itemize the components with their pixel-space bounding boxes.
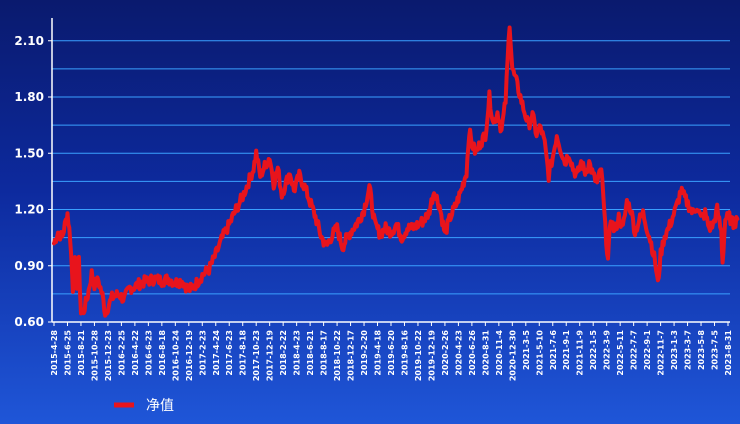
x-tick-label: 2018-12-17 xyxy=(347,330,356,381)
x-tick-label: 2016-8-18 xyxy=(158,330,167,376)
x-tick-label: 2022-5-11 xyxy=(616,330,625,376)
x-tick-label: 2015-8-21 xyxy=(77,330,86,376)
x-tick-label: 2019-4-18 xyxy=(374,330,383,376)
x-tick-label: 2016-6-23 xyxy=(144,330,153,376)
axes xyxy=(51,18,730,323)
grid xyxy=(52,40,730,323)
x-tick-label: 2023-1-3 xyxy=(670,330,679,370)
x-tick-label: 2019-10-22 xyxy=(414,330,423,381)
x-tick-label: 2019-6-20 xyxy=(387,330,396,376)
x-tick-label: 2017-12-19 xyxy=(266,330,275,382)
x-tick-label: 2018-8-17 xyxy=(320,330,329,376)
x-tick-label: 2023-5-8 xyxy=(697,330,706,370)
x-tick-label: 2015-6-25 xyxy=(63,330,72,376)
series-line xyxy=(52,25,740,318)
y-tick-label: 1.50 xyxy=(14,146,44,160)
x-tick-label: 2020-12-30 xyxy=(508,330,517,382)
x-tick-label: 2016-2-25 xyxy=(117,330,126,376)
x-tick-label: 2018-6-21 xyxy=(306,330,315,376)
x-tick-label: 2021-7-6 xyxy=(549,330,558,370)
x-tick-label: 2016-10-24 xyxy=(171,330,180,382)
x-tick-label: 2021-3-5 xyxy=(522,330,531,370)
x-tick-label: 2020-8-31 xyxy=(481,330,490,376)
legend-label: 净值 xyxy=(146,398,174,414)
x-tick-label: 2018-2-22 xyxy=(279,330,288,376)
y-axis-ticks: 0.60 0.90 1.20 1.50 1.80 2.10 xyxy=(14,34,52,329)
x-tick-label: 2019-12-19 xyxy=(427,330,436,382)
x-tick-label: 2016-4-22 xyxy=(131,330,140,376)
x-tick-label: 2018-4-23 xyxy=(293,330,302,376)
x-tick-label: 2015-4-28 xyxy=(50,330,59,376)
y-tick-label: 1.80 xyxy=(14,90,44,104)
x-tick-label: 2018-10-22 xyxy=(333,330,342,381)
x-tick-label: 2023-8-31 xyxy=(724,330,733,376)
x-tick-label: 2015-10-28 xyxy=(90,330,99,382)
x-tick-label: 2017-10-23 xyxy=(252,330,261,381)
x-tick-label: 2019-8-16 xyxy=(400,330,409,376)
x-tick-label: 2015-12-23 xyxy=(104,330,113,381)
x-tick-label: 2022-1-5 xyxy=(589,330,598,370)
x-tick-label: 2020-6-26 xyxy=(468,330,477,376)
x-tick-label: 2022-7-7 xyxy=(630,330,639,370)
x-tick-label: 2020-2-26 xyxy=(441,330,450,376)
x-tick-label: 2017-4-24 xyxy=(212,330,221,376)
x-tick-label: 2021-11-9 xyxy=(576,330,585,376)
x-tick-label: 2020-4-23 xyxy=(454,330,463,376)
x-tick-label: 2023-7-5 xyxy=(711,330,720,370)
y-tick-label: 2.10 xyxy=(14,34,44,48)
x-axis-ticks: 2015-4-28 2015-6-25 2015-8-21 2015-10-28 201… xyxy=(50,322,733,381)
x-tick-label: 2017-2-23 xyxy=(198,330,207,376)
x-tick-label: 2019-2-20 xyxy=(360,330,369,376)
y-tick-label: 0.90 xyxy=(14,259,44,273)
x-tick-label: 2022-3-9 xyxy=(603,330,612,370)
x-tick-label: 2021-5-10 xyxy=(535,330,544,376)
x-tick-label: 2021-9-1 xyxy=(562,330,571,370)
x-tick-label: 2023-3-7 xyxy=(684,330,693,370)
legend: 净值 xyxy=(114,398,174,414)
x-tick-label: 2022-11-7 xyxy=(657,330,666,376)
x-tick-label: 2022-9-1 xyxy=(643,330,652,370)
y-tick-label: 1.20 xyxy=(14,203,44,217)
x-tick-label: 2020-11-4 xyxy=(495,330,504,376)
y-tick-label: 0.60 xyxy=(14,315,44,329)
x-tick-label: 2017-6-23 xyxy=(225,330,234,376)
x-tick-label: 2017-8-18 xyxy=(239,330,248,376)
series xyxy=(52,25,740,318)
x-tick-label: 2016-12-19 xyxy=(185,330,194,382)
